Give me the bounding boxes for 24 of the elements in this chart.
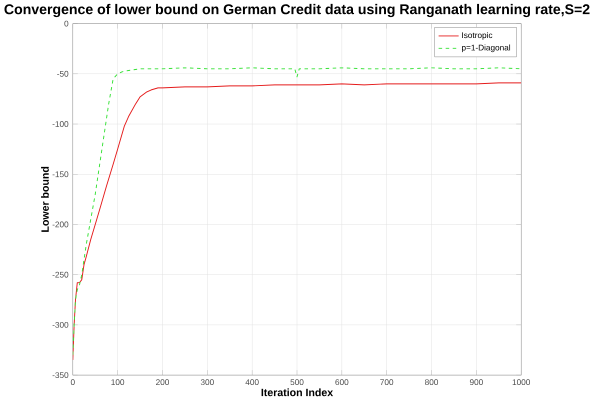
x-tick-label: 100 xyxy=(111,379,124,386)
legend-label: p=1-Diagonal xyxy=(462,44,510,52)
x-tick-label: 0 xyxy=(70,379,75,386)
y-axis-title: Lower bound xyxy=(41,166,49,232)
y-tick-label: -300 xyxy=(52,322,68,328)
y-tick-label: -150 xyxy=(52,171,68,178)
y-tick-label: -250 xyxy=(52,272,68,278)
y-tick-label: -50 xyxy=(57,70,68,77)
y-tick-label: -100 xyxy=(52,121,68,127)
y-tick-label: 0 xyxy=(64,20,68,26)
x-axis-title: Iteration Index xyxy=(262,388,334,396)
x-tick-label: 800 xyxy=(425,379,438,386)
x-tick-label: 500 xyxy=(290,379,304,386)
x-tick-label: 400 xyxy=(245,379,259,386)
x-tick-label: 300 xyxy=(200,379,214,386)
x-tick-label: 700 xyxy=(380,379,394,386)
chart-title: Convergence of lower bound on German Credit data using Ranganath learning rate,S=2 xyxy=(4,4,590,18)
x-tick-label: 1000 xyxy=(512,379,530,386)
x-tick-label: 900 xyxy=(470,379,483,386)
y-tick-label: -200 xyxy=(52,222,68,228)
x-tick-label: 600 xyxy=(335,379,348,386)
y-tick-label: -350 xyxy=(52,372,68,378)
legend-label: Isotropic xyxy=(462,32,492,40)
x-tick-label: 200 xyxy=(156,379,170,386)
